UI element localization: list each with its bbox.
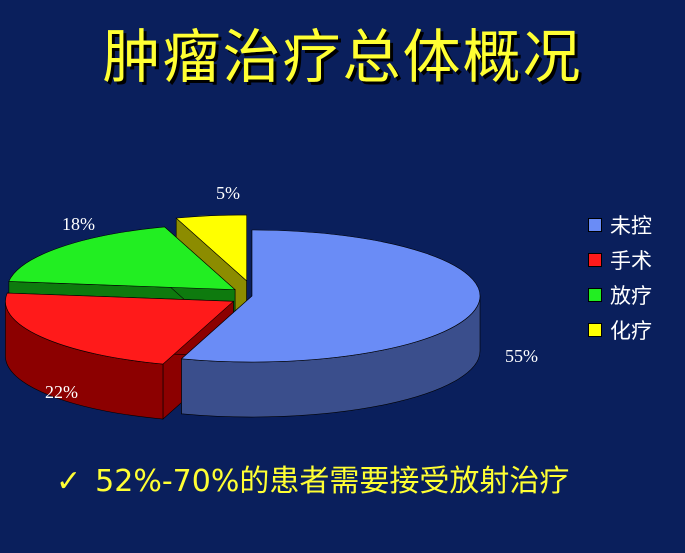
pie-slice-top: [5, 292, 235, 365]
pie-slice-top: [175, 214, 247, 282]
bullet-text: 52%-70%的患者需要接受放射治疗: [95, 464, 570, 499]
legend-item: 未控: [588, 212, 652, 238]
pie-slices: [5, 214, 481, 420]
pie-slice-top: [180, 229, 481, 363]
pie-value-label: 55%: [505, 346, 538, 366]
slide-title: 肿瘤治疗总体概况: [102, 23, 583, 91]
pie-value-label: 18%: [62, 214, 95, 234]
legend-item: 手术: [588, 247, 652, 273]
legend-swatch: [588, 218, 602, 232]
legend-swatch: [588, 288, 602, 302]
pie-slice-top: [8, 226, 236, 291]
checkmark-icon: ✓: [56, 464, 82, 499]
legend-label: 手术: [610, 249, 652, 273]
legend-label: 化疗: [610, 319, 652, 343]
pie-value-labels: 55% 22% 18% 5%: [45, 183, 538, 402]
bullet-point: ✓ 52%-70%的患者需要接受放射治疗: [56, 462, 616, 502]
legend-swatch: [588, 253, 602, 267]
legend-swatch: [588, 323, 602, 337]
legend-item: 化疗: [588, 317, 652, 343]
legend-label: 未控: [610, 214, 652, 238]
pie-value-label: 5%: [216, 183, 240, 203]
chart-legend: 未控 手术 放疗 化疗: [588, 212, 652, 352]
legend-item: 放疗: [588, 282, 652, 308]
pie-value-label: 22%: [45, 382, 78, 402]
pie-slice-1: [180, 229, 481, 418]
legend-label: 放疗: [610, 284, 652, 308]
